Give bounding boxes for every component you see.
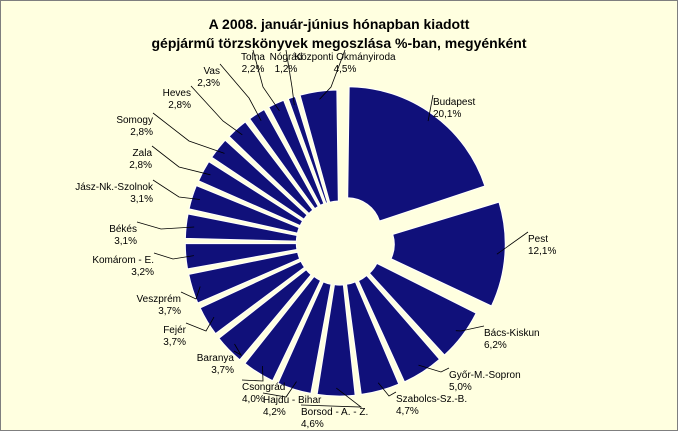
slice-label-name: Központi Okmányiroda bbox=[294, 52, 396, 63]
pie-slice bbox=[244, 275, 322, 382]
slice-label-name: Baranya bbox=[197, 353, 235, 364]
pie-slice bbox=[184, 243, 298, 270]
leader-line bbox=[319, 49, 346, 100]
slice-label-value: 2,8% bbox=[130, 127, 153, 138]
slice-label-value: 3,7% bbox=[211, 365, 234, 376]
slice-label-value: 2,8% bbox=[129, 160, 152, 171]
leader-line bbox=[455, 325, 485, 332]
leader-lines bbox=[136, 49, 529, 408]
leader-line bbox=[190, 85, 243, 136]
slice-label-name: Jász-Nk.-Szolnok bbox=[75, 182, 154, 193]
slice-label-name: Borsod - A. - Z. bbox=[301, 407, 368, 418]
slice-label-name: Győr-M.-Sopron bbox=[449, 370, 521, 381]
slice-label-value: 4,0% bbox=[242, 394, 265, 405]
slice-label-value: 3,7% bbox=[163, 337, 186, 348]
slice-label-value: 4,5% bbox=[334, 64, 357, 75]
slice-label-name: Nógrád bbox=[270, 52, 303, 63]
pie-slice bbox=[197, 160, 304, 227]
leader-line bbox=[262, 381, 297, 398]
slice-label-value: 12,1% bbox=[528, 246, 556, 257]
leader-line bbox=[185, 316, 215, 332]
slice-label-value: 2,8% bbox=[168, 100, 191, 111]
pie-slice bbox=[218, 268, 312, 361]
leader-line bbox=[300, 387, 363, 408]
slice-label-name: Hajdú - Bihar bbox=[263, 395, 322, 406]
slice-label-name: Veszprém bbox=[137, 294, 181, 305]
slice-label-name: Komárom - E. bbox=[92, 255, 154, 266]
leader-line bbox=[153, 252, 194, 260]
slice-label-name: Szabolcs-Sz.-B. bbox=[396, 394, 467, 405]
pie-slice bbox=[346, 281, 400, 395]
slice-label-name: Csongrád bbox=[242, 382, 285, 393]
slice-label-name: Budapest bbox=[433, 97, 475, 108]
slice-label-value: 2,3% bbox=[197, 78, 220, 89]
slice-label-value: 2,2% bbox=[242, 64, 265, 75]
leader-line bbox=[136, 221, 195, 230]
pie-slice bbox=[368, 262, 477, 356]
slice-label-name: Zala bbox=[133, 148, 153, 159]
leader-line bbox=[418, 364, 450, 373]
leader-line bbox=[241, 365, 264, 382]
pie-slice bbox=[249, 108, 319, 210]
slice-label-value: 3,7% bbox=[158, 306, 181, 317]
leader-line bbox=[285, 49, 295, 106]
slice-label-name: Békés bbox=[109, 224, 137, 235]
leader-line bbox=[427, 94, 434, 122]
leader-line bbox=[151, 145, 211, 176]
leader-line bbox=[219, 63, 262, 121]
pie-slice bbox=[188, 251, 301, 304]
leader-line bbox=[152, 179, 200, 200]
pie-slice bbox=[188, 184, 300, 234]
leader-line bbox=[377, 382, 397, 397]
slice-label-name: Fejér bbox=[163, 325, 186, 336]
slice-label-name: Somogy bbox=[116, 115, 153, 126]
slice-label-name: Bács-Kiskun bbox=[484, 328, 540, 339]
leader-line bbox=[496, 231, 529, 255]
pie-slice bbox=[347, 86, 486, 222]
chart-title-line-2: gépjármű törzskönyvek megoszlása %-ban, … bbox=[151, 35, 526, 51]
chart-title-line-1: A 2008. január-június hónapban kiadott bbox=[209, 16, 470, 32]
slice-label-value: 4,7% bbox=[396, 406, 419, 417]
slice-label-name: Heves bbox=[163, 88, 191, 99]
pie-slice bbox=[277, 281, 332, 394]
pie-slice bbox=[390, 201, 506, 307]
slice-label-value: 5,0% bbox=[449, 382, 472, 393]
slice-label-value: 3,2% bbox=[131, 267, 154, 278]
pie-slice bbox=[211, 139, 308, 220]
slice-label-value: 1,2% bbox=[275, 64, 298, 75]
leader-line bbox=[152, 112, 225, 154]
pie-slice bbox=[299, 89, 339, 203]
slice-label-value: 4,2% bbox=[263, 407, 286, 418]
leader-line bbox=[180, 286, 201, 300]
slice-label-name: Tolna bbox=[241, 52, 265, 63]
pie-slice bbox=[287, 95, 329, 204]
pie-slice bbox=[357, 274, 441, 383]
slice-label-value: 4,6% bbox=[301, 419, 324, 430]
slice-label-name: Pest bbox=[528, 234, 548, 245]
pie-slice bbox=[199, 260, 306, 335]
slice-label-name: Vas bbox=[204, 66, 221, 77]
pie-slices bbox=[184, 86, 506, 397]
pie-slice bbox=[228, 121, 314, 215]
slice-label-value: 6,2% bbox=[484, 340, 507, 351]
pie-slice bbox=[184, 213, 298, 242]
pie-slice bbox=[268, 99, 325, 207]
slice-label-value: 3,1% bbox=[114, 236, 137, 247]
slice-label-value: 20,1% bbox=[433, 109, 461, 120]
pie-slice bbox=[316, 284, 356, 397]
slice-label-value: 3,1% bbox=[130, 194, 153, 205]
leader-line bbox=[233, 343, 243, 357]
leader-line bbox=[252, 49, 280, 112]
